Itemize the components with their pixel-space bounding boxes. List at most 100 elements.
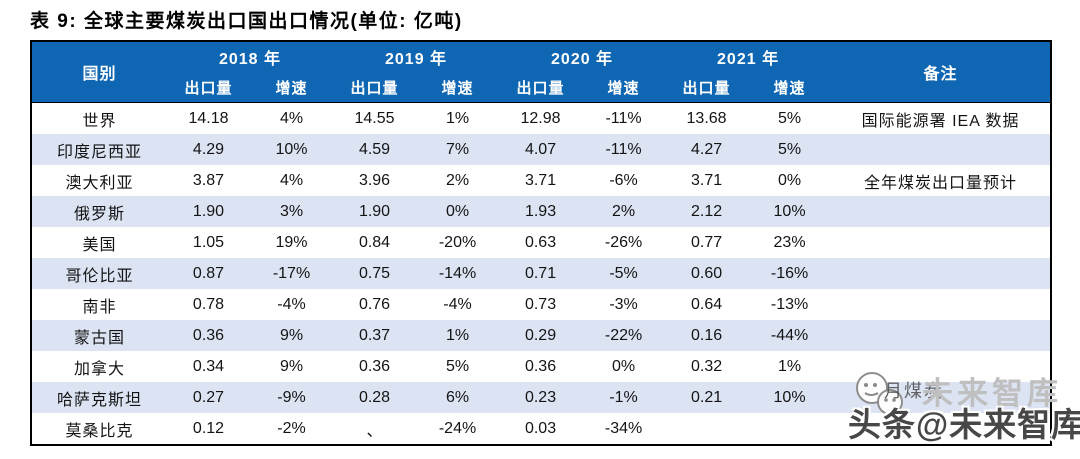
growth-rate-cell: -26% — [604, 233, 643, 251]
export-volume-cell: 0.84 — [358, 233, 391, 251]
export-volume-cell: 1.90 — [358, 202, 391, 220]
export-volume-cell: 0.29 — [524, 326, 557, 344]
page-title: 表 9: 全球主要煤炭出口国出口情况(单位: 亿吨) — [30, 11, 463, 32]
growth-rate-cell: 0% — [777, 171, 802, 189]
growth-rate-cell: 5% — [777, 140, 802, 158]
table-row: 印度尼西亚 4.29 10% 4.59 7% 4.07 -11% 4.27 5% — [31, 134, 1052, 165]
coal-export-table: 国别 2018 年 2019 年 2020 年 2021 年 备注 出口量 增速… — [30, 40, 1053, 446]
country-cell: 哥伦比亚 — [65, 267, 134, 285]
country-cell: 莫桑比克 — [65, 422, 134, 440]
remark-cell — [831, 382, 1051, 413]
export-volume-cell: 0.73 — [524, 295, 557, 313]
growth-rate-cell: 4% — [279, 109, 304, 127]
table-row: 蒙古国 0.36 9% 0.37 1% 0.29 -22% 0.16 -44% — [31, 320, 1052, 351]
export-volume-cell: 0.28 — [358, 388, 391, 406]
growth-rate-cell: 10% — [773, 202, 806, 220]
export-volume-cell: 13.68 — [686, 109, 727, 127]
country-cell: 哈萨克斯坦 — [56, 391, 142, 409]
export-volume-cell: 3.71 — [690, 171, 723, 189]
growth-rate-cell: -1% — [609, 388, 638, 406]
remark-cell: 全年煤炭出口量预计 — [864, 174, 1018, 192]
growth-rate-cell: 0% — [445, 202, 470, 220]
table-row: 南非 0.78 -4% 0.76 -4% 0.73 -3% 0.64 -13% — [31, 289, 1052, 320]
export-volume-cell: 1.90 — [192, 202, 225, 220]
growth-rate-cell: 7% — [445, 140, 470, 158]
growth-rate-cell: -4% — [443, 295, 472, 313]
growth-rate-cell: -5% — [609, 264, 638, 282]
growth-rate-cell: 2% — [611, 202, 636, 220]
remark-cell — [831, 413, 1051, 445]
growth-rate-cell: 23% — [773, 233, 806, 251]
growth-rate-cell: -17% — [272, 264, 311, 282]
growth-rate-cell: -13% — [770, 295, 809, 313]
export-volume-cell: 0.36 — [358, 357, 391, 375]
growth-rate-cell: 9% — [279, 357, 304, 375]
table-row: 莫桑比克 0.12 -2% 、 -24% 0.03 -34% — [31, 413, 1052, 445]
year-header-2021: 2021 年 — [665, 41, 832, 72]
table-body: 世界 14.18 4% 14.55 1% 12.98 -11% 13.68 5% 国际能源署 IE… — [31, 102, 1052, 445]
table-row: 美国 1.05 19% 0.84 -20% 0.63 -26% 0.77 23% — [31, 227, 1052, 258]
growth-rate-cell: 0% — [611, 357, 636, 375]
export-volume-cell: 0.60 — [690, 264, 723, 282]
export-volume-cell: 4.27 — [690, 140, 723, 158]
growth-rate-cell: -11% — [605, 140, 642, 158]
table-header: 国别 2018 年 2019 年 2020 年 2021 年 备注 出口量 增速… — [31, 41, 1052, 103]
country-cell: 蒙古国 — [73, 329, 125, 347]
country-column-header: 国别 — [31, 41, 167, 103]
export-volume-cell: 3.87 — [192, 171, 225, 189]
country-cell: 加拿大 — [73, 360, 125, 378]
export-volume-cell: 0.36 — [524, 357, 557, 375]
growth-rate-cell: 6% — [445, 388, 470, 406]
growth-rate-cell: 19% — [275, 233, 308, 251]
export-volume-cell: 4.59 — [358, 140, 391, 158]
export-volume-cell: 0.78 — [192, 295, 225, 313]
growth-rate-cell: -34% — [604, 419, 643, 437]
growth-rate-cell: 5% — [445, 357, 470, 375]
export-volume-cell: 0.75 — [358, 264, 391, 282]
export-volume-cell: 0.36 — [192, 326, 225, 344]
export-volume-cell: 14.18 — [188, 109, 229, 127]
growth-rate-cell: -24% — [438, 419, 477, 437]
year-header-2019: 2019 年 — [333, 41, 500, 72]
export-volume-cell — [665, 413, 748, 445]
export-volume-cell: 、 — [366, 422, 383, 440]
growth-rate-cell: -4% — [277, 295, 306, 313]
table-row: 澳大利亚 3.87 4% 3.96 2% 3.71 -6% 3.71 0% 全年煤炭出口量预计 — [31, 165, 1052, 196]
export-volume-cell: 0.21 — [690, 388, 723, 406]
growth-subheader: 增速 — [582, 72, 666, 103]
export-volume-cell: 0.63 — [524, 233, 557, 251]
country-cell: 美国 — [82, 236, 117, 254]
export-volume-cell: 0.77 — [690, 233, 723, 251]
export-volume-cell: 0.71 — [524, 264, 557, 282]
country-cell: 澳大利亚 — [65, 174, 134, 192]
growth-rate-cell: -2% — [277, 419, 306, 437]
export-volume-cell: 0.87 — [192, 264, 225, 282]
growth-rate-cell: 2% — [445, 171, 470, 189]
export-volume-cell: 1.05 — [192, 233, 225, 251]
growth-subheader: 增速 — [416, 72, 500, 103]
growth-rate-cell: -3% — [609, 295, 638, 313]
remark-cell — [831, 320, 1051, 351]
growth-rate-cell — [748, 413, 831, 445]
country-cell: 俄罗斯 — [73, 205, 125, 223]
year-header-2020: 2020 年 — [499, 41, 666, 72]
export-volume-cell: 0.23 — [524, 388, 557, 406]
remark-cell — [831, 351, 1051, 382]
export-volume-cell: 2.12 — [690, 202, 723, 220]
growth-rate-cell: -9% — [277, 388, 306, 406]
export-volume-cell: 0.37 — [358, 326, 391, 344]
growth-rate-cell: -6% — [609, 171, 638, 189]
export-volume-cell: 3.71 — [524, 171, 557, 189]
growth-rate-cell: 5% — [777, 109, 802, 127]
export-volume-cell: 3.96 — [358, 171, 391, 189]
remark-cell: 国际能源署 IEA 数据 — [861, 112, 1020, 130]
table-row: 加拿大 0.34 9% 0.36 5% 0.36 0% 0.32 1% — [31, 351, 1052, 382]
growth-rate-cell: 10% — [773, 388, 806, 406]
growth-rate-cell: 3% — [279, 202, 304, 220]
growth-rate-cell: -20% — [438, 233, 477, 251]
growth-rate-cell: -11% — [605, 109, 642, 127]
export-volume-cell: 0.64 — [690, 295, 723, 313]
export-volume-cell: 14.55 — [354, 109, 395, 127]
export-volume-cell: 4.29 — [192, 140, 225, 158]
country-cell: 南非 — [82, 298, 117, 316]
